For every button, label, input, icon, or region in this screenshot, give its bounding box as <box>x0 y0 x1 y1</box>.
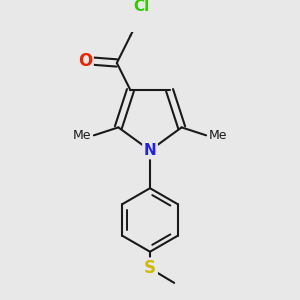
Text: Me: Me <box>73 129 92 142</box>
Text: Me: Me <box>208 129 227 142</box>
Text: N: N <box>144 143 156 158</box>
Text: S: S <box>144 260 156 278</box>
Text: O: O <box>78 52 92 70</box>
Text: Cl: Cl <box>133 0 149 14</box>
